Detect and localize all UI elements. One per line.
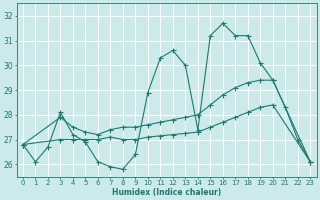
X-axis label: Humidex (Indice chaleur): Humidex (Indice chaleur) [112,188,221,197]
